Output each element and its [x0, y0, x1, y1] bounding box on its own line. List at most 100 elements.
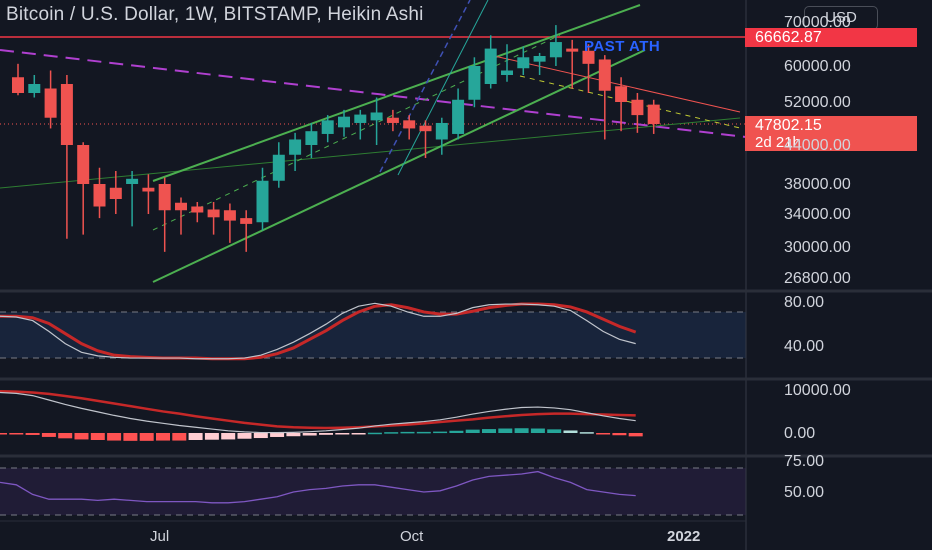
macd-histogram-bar [107, 433, 122, 441]
candle-body [321, 120, 334, 134]
price-tick-label: 52000.00 [784, 94, 851, 111]
price-tick-label: 38000.00 [784, 176, 851, 193]
steep-trend-line [379, 0, 471, 173]
macd-histogram-bar [465, 429, 480, 433]
macd-histogram-bar [253, 433, 268, 439]
stoch-tick-label: 80.00 [784, 294, 825, 311]
candle-body [60, 84, 73, 145]
price-tick-label: 30000.00 [784, 239, 851, 256]
candle-body [354, 114, 367, 123]
channel-mid-line [152, 34, 561, 231]
macd-histogram-bar [25, 433, 40, 435]
candle-body [386, 117, 399, 123]
candle-body [142, 187, 155, 192]
macd-histogram-bar [612, 433, 627, 436]
rsi-line [0, 470, 636, 504]
indicator-bands [0, 311, 746, 516]
time-tick-label: Oct [400, 528, 424, 545]
time-tick-label: Jul [150, 528, 170, 545]
macd-histogram-bar [530, 428, 545, 433]
rsi-band [0, 468, 746, 515]
candle-body [403, 120, 416, 129]
macd-histogram-bar [237, 433, 252, 439]
macd-histogram-bar [335, 433, 350, 435]
candle-body [223, 210, 236, 221]
ath-price-tag: 66662.87 [745, 28, 917, 47]
candle-body [533, 55, 546, 62]
macd-signal-line [0, 389, 636, 430]
macd-histogram-bar [58, 433, 73, 439]
past-ath-annotation: PAST ATH [584, 38, 661, 55]
macd-histogram-bar [0, 433, 7, 435]
macd-line [0, 391, 636, 434]
macd-tick-label: 0.00 [784, 425, 816, 442]
macd-histogram-bar [547, 429, 562, 433]
candle-body [28, 84, 41, 93]
macd-pane [0, 389, 643, 441]
candle-body [517, 57, 530, 69]
price-tick-label: 60000.00 [784, 58, 851, 75]
candle-body [256, 180, 269, 223]
moving-average-line [0, 117, 741, 189]
time-tick-label: 2022 [667, 528, 701, 545]
macd-histogram-bar [286, 433, 301, 437]
macd-histogram-bar [123, 433, 138, 441]
candle-body [419, 125, 432, 132]
last-price-tag: 47802.15 [745, 116, 917, 135]
macd-histogram-bar [90, 433, 105, 440]
candle-body [126, 178, 139, 184]
descending-mid-line [519, 75, 741, 129]
channel-lower-line [152, 49, 646, 283]
candle-body [240, 218, 253, 224]
steep-channel-line [397, 0, 489, 176]
candle-body [305, 131, 318, 145]
macd-histogram-bar [449, 430, 464, 433]
price-tick-label: 34000.00 [784, 206, 851, 223]
price-tick-label: 70000.00 [784, 14, 851, 31]
candle-countdown-tag: 2d 21h [745, 134, 917, 151]
stoch-tick-label: 40.00 [784, 338, 825, 355]
candle-body [435, 122, 448, 140]
stoch-band [0, 311, 746, 359]
candle-body [549, 42, 562, 58]
candle-body [598, 59, 611, 91]
macd-histogram-bar [221, 433, 236, 440]
candle-body [647, 104, 660, 125]
channel-upper-line [152, 4, 641, 182]
macd-histogram-bar [9, 433, 24, 435]
macd-histogram-bar [156, 433, 170, 441]
macd-histogram-bar [384, 432, 399, 434]
candle-body [468, 66, 481, 100]
candle-body [44, 88, 57, 118]
candle-body [582, 50, 595, 64]
candle-body [12, 77, 24, 93]
descending-line [489, 54, 741, 113]
rsi-tick-label: 75.00 [784, 453, 825, 470]
macd-tick-label: 10000.00 [784, 382, 851, 399]
macd-histogram-bar [482, 429, 496, 433]
candle-body [631, 99, 644, 116]
stochastic-pane [0, 302, 637, 361]
macd-histogram-bar [400, 431, 415, 434]
macd-histogram-bar [367, 432, 382, 435]
macd-histogram-bar [74, 433, 89, 440]
candle-body [77, 145, 90, 184]
macd-histogram-bar [596, 433, 611, 435]
candle-body [370, 112, 383, 121]
currency-button[interactable]: USD [804, 6, 878, 30]
price-tick-label: 26800.00 [784, 270, 851, 287]
candle-body [109, 187, 122, 199]
candle-body [272, 154, 285, 181]
candle-body [207, 209, 220, 218]
macd-histogram-bar [188, 433, 203, 440]
candle-body [289, 139, 302, 155]
candle-series [12, 25, 660, 252]
candle-body [452, 99, 465, 134]
macd-histogram-bar [563, 430, 578, 433]
macd-histogram-bar [41, 433, 56, 437]
candle-body [158, 184, 171, 211]
stoch-k-line [0, 302, 636, 360]
candle-body [484, 48, 497, 84]
